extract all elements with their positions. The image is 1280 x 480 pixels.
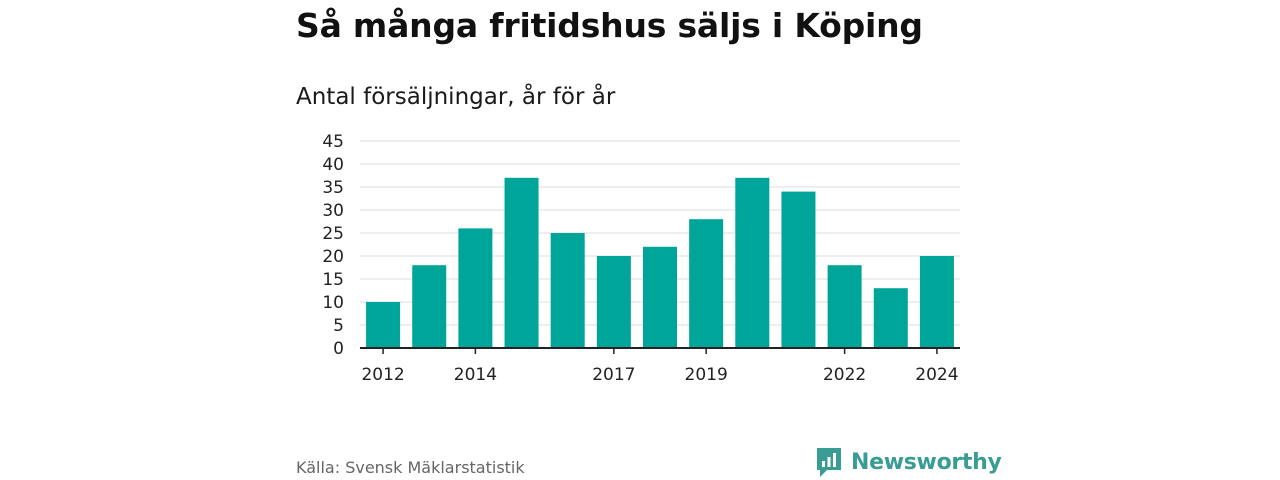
x-tick-label-2017: 2017 xyxy=(592,365,635,385)
bar-2018 xyxy=(643,246,677,348)
y-tick-label: 40 xyxy=(322,155,344,175)
brand-name: Newsworthy xyxy=(851,449,1002,475)
y-tick-label: 20 xyxy=(322,247,344,267)
bar-2021 xyxy=(781,191,816,348)
bar-2019 xyxy=(689,219,724,348)
x-tick-label-2012: 2012 xyxy=(361,365,404,385)
chart-title: Så många fritidshus säljs i Köping xyxy=(296,6,923,45)
bar-2016 xyxy=(550,233,585,348)
x-tick-label-2022: 2022 xyxy=(823,365,866,385)
source-note: Källa: Svensk Mäklarstatistik xyxy=(296,458,525,477)
bar-2012 xyxy=(366,302,401,348)
y-tick-label: 10 xyxy=(322,293,344,313)
bar-2022 xyxy=(827,265,862,348)
y-tick-label: 5 xyxy=(333,316,344,336)
y-tick-label: 25 xyxy=(322,224,344,244)
y-tick-label: 30 xyxy=(322,201,344,221)
y-tick-label: 35 xyxy=(322,178,344,198)
bar-2020 xyxy=(735,177,770,348)
newsworthy-logo: Newsworthy xyxy=(815,446,1002,478)
x-tick-label-2024: 2024 xyxy=(915,365,958,385)
bar-2017 xyxy=(596,256,631,348)
bar-2023 xyxy=(873,288,908,348)
chart-subtitle: Antal försäljningar, år för år xyxy=(296,84,616,110)
bar-2014 xyxy=(458,228,493,348)
bar-2015 xyxy=(504,177,539,348)
bar-2013 xyxy=(412,265,447,348)
y-tick-label: 15 xyxy=(322,270,344,290)
y-tick-label: 0 xyxy=(333,339,344,359)
x-axis-ticks: 2012 2014 2017 2019 2022 2024 xyxy=(361,348,959,385)
x-tick-label-2019: 2019 xyxy=(685,365,728,385)
y-tick-label: 45 xyxy=(322,132,344,152)
bar-2024 xyxy=(919,256,954,348)
bar-chart-logo-icon xyxy=(817,448,841,477)
bars xyxy=(366,177,954,348)
x-tick-label-2014: 2014 xyxy=(454,365,497,385)
y-axis-ticks: 0 5 10 15 20 25 30 35 40 45 xyxy=(322,132,344,359)
